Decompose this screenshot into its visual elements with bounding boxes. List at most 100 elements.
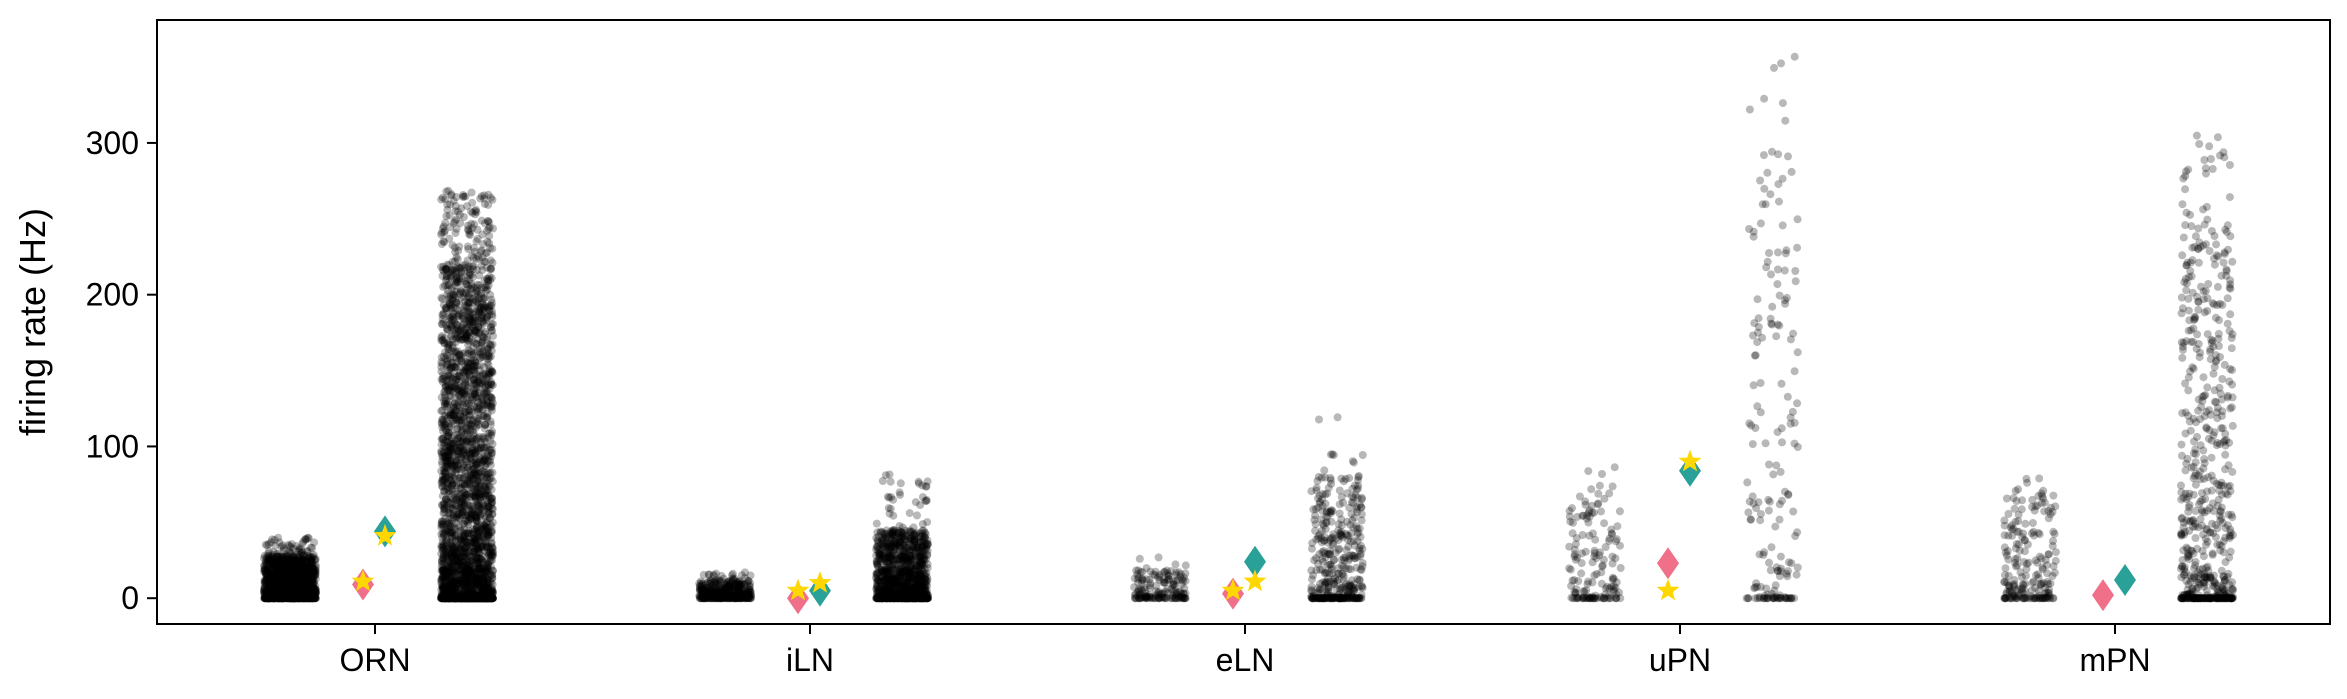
data-point bbox=[265, 592, 274, 601]
data-point bbox=[312, 563, 320, 572]
data-point bbox=[267, 574, 276, 583]
data-point bbox=[307, 589, 316, 598]
data-point bbox=[262, 588, 271, 597]
data-point bbox=[285, 594, 294, 603]
data-point bbox=[1591, 535, 1600, 544]
data-point bbox=[301, 594, 310, 603]
data-point bbox=[309, 564, 318, 573]
data-point bbox=[287, 570, 296, 579]
data-point bbox=[295, 577, 304, 586]
data-point bbox=[264, 594, 273, 603]
data-point bbox=[295, 584, 304, 593]
data-point bbox=[309, 579, 318, 588]
data-point bbox=[1613, 522, 1622, 531]
data-point bbox=[309, 590, 318, 599]
data-point bbox=[301, 534, 310, 543]
data-point bbox=[299, 562, 308, 571]
data-point bbox=[270, 582, 279, 591]
data-point bbox=[300, 584, 309, 593]
data-point bbox=[2009, 494, 2018, 503]
data-point bbox=[275, 538, 284, 547]
data-point bbox=[488, 195, 497, 204]
data-point bbox=[273, 564, 281, 573]
data-point bbox=[264, 590, 273, 599]
data-point bbox=[271, 594, 280, 603]
data-point bbox=[272, 550, 281, 558]
data-point bbox=[2035, 530, 2044, 539]
data-point bbox=[1577, 559, 1586, 568]
data-point bbox=[2014, 527, 2023, 536]
data-point bbox=[1611, 554, 1620, 563]
data-point bbox=[267, 593, 276, 602]
data-point bbox=[1610, 463, 1619, 472]
data-point bbox=[302, 565, 311, 574]
data-point bbox=[2018, 580, 2027, 589]
data-point bbox=[260, 551, 269, 560]
data-point bbox=[457, 293, 466, 302]
data-point bbox=[307, 571, 316, 580]
data-point bbox=[292, 569, 301, 578]
data-point bbox=[303, 572, 312, 581]
data-point bbox=[284, 585, 293, 594]
data-point bbox=[745, 585, 754, 594]
data-point bbox=[1577, 569, 1586, 578]
data-point bbox=[289, 582, 298, 590]
data-point bbox=[292, 563, 301, 572]
data-point bbox=[307, 567, 316, 576]
data-point bbox=[290, 569, 298, 578]
data-point bbox=[1584, 467, 1593, 476]
data-point bbox=[272, 590, 281, 599]
data-point bbox=[287, 594, 295, 603]
data-point bbox=[464, 282, 472, 290]
data-point bbox=[308, 584, 317, 593]
data-point bbox=[2027, 586, 2036, 595]
data-point bbox=[487, 323, 495, 332]
data-point bbox=[269, 592, 278, 601]
data-point bbox=[733, 594, 742, 603]
data-point bbox=[290, 593, 299, 602]
data-point bbox=[2034, 492, 2043, 500]
data-point bbox=[1598, 470, 1606, 478]
data-point bbox=[303, 547, 312, 556]
data-point bbox=[717, 571, 726, 580]
data-point bbox=[1592, 554, 1601, 563]
data-point bbox=[298, 594, 307, 603]
data-point bbox=[1138, 575, 1147, 584]
data-point bbox=[2012, 562, 2020, 571]
data-point bbox=[275, 560, 284, 569]
data-point bbox=[481, 462, 490, 470]
data-point bbox=[709, 590, 718, 599]
data-point bbox=[1605, 594, 1614, 603]
data-point bbox=[292, 542, 301, 550]
data-point bbox=[267, 538, 276, 547]
data-point bbox=[303, 591, 312, 600]
data-point bbox=[279, 568, 288, 577]
data-point bbox=[273, 566, 282, 575]
data-point bbox=[1585, 506, 1594, 515]
data-point bbox=[293, 555, 302, 564]
data-point bbox=[284, 555, 293, 563]
data-point bbox=[303, 575, 312, 584]
data-point bbox=[296, 589, 304, 598]
data-point bbox=[266, 573, 275, 582]
data-point bbox=[310, 571, 319, 580]
data-point bbox=[309, 587, 318, 596]
data-point bbox=[704, 570, 713, 579]
data-point bbox=[467, 207, 475, 216]
data-point bbox=[2005, 594, 2014, 603]
data-point bbox=[486, 352, 495, 361]
data-point bbox=[307, 591, 316, 600]
data-point bbox=[2018, 496, 2027, 505]
data-point bbox=[274, 593, 283, 602]
data-point bbox=[285, 589, 294, 598]
data-point bbox=[267, 581, 276, 590]
data-point bbox=[283, 571, 291, 580]
data-point bbox=[2048, 572, 2057, 581]
data-point bbox=[277, 594, 286, 603]
data-point bbox=[1146, 579, 1155, 588]
data-point bbox=[300, 594, 309, 603]
data-point bbox=[305, 594, 313, 603]
data-point bbox=[274, 592, 283, 601]
data-point bbox=[305, 554, 314, 563]
data-point bbox=[1612, 535, 1621, 544]
